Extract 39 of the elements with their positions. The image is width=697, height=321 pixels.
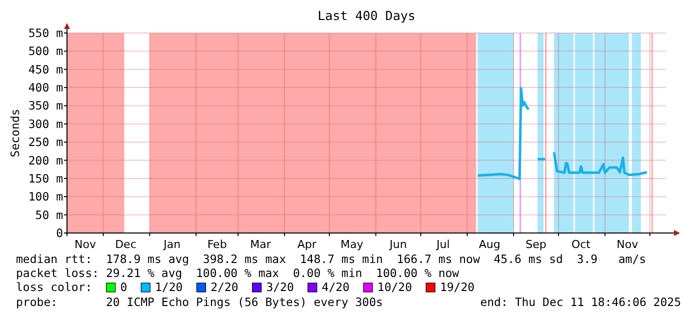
y-tick-label: 300 m [28,116,64,131]
x-tick-label: Oct [571,238,592,251]
text: 2/20 [210,280,238,294]
y-axis-title: Seconds [8,108,22,158]
y-tick-label: 250 m [28,135,64,150]
y-tick-label: 0 [56,226,64,240]
text: 0 [120,280,128,294]
x-tick-label: Nov [616,238,639,251]
x-tick-label: Mar [250,238,272,251]
y-tick-label: 500 m [28,44,64,58]
text: probe: 20 ICMP Echo Pings (56 Bytes) every 300s [16,295,383,309]
text: 4/20 [322,280,350,294]
y-tick-label: 200 m [28,153,64,168]
y-tick-label: 350 m [28,98,64,113]
y-tick-label: 400 m [28,80,64,95]
x-tick-label: Jun [388,238,407,251]
x-tick-label: Dec [115,238,136,251]
x-tick-label: Nov [74,238,97,251]
x-tick-label: Jul [436,238,450,251]
x-tick-label: Jan [162,238,181,251]
text: 3/20 [266,280,294,294]
chart-title: Last 400 Days [318,8,416,23]
text: loss color: [16,280,92,294]
x-tick-label: Sep [526,238,546,251]
text: 1/20 [155,280,183,294]
x-tick-label: May [340,238,364,251]
text: packet loss: 29.21 % avg 100.00 % max 0.00 % min 100.00 % now [16,266,460,280]
y-tick-label: 150 m [28,171,64,186]
y-tick-label: 100 m [28,190,64,204]
x-tick-label: Aug [478,238,500,251]
text: 10/20 [377,280,412,294]
y-tick-label: 550 m [28,26,64,40]
y-tick-label: 50 m [35,208,64,222]
text: 19/20 [440,280,475,294]
text: end: Thu Dec 11 18:46:06 2025 [480,295,681,309]
y-tick-label: 450 m [28,62,64,76]
text: median rtt: 178.9 ms avg 398.2 ms max 148.7 ms min 166.7 ms now 45.6 ms sd 3.9 am/s [16,252,646,266]
x-tick-label: Apr [297,238,317,251]
x-tick-label: Feb [207,238,227,251]
